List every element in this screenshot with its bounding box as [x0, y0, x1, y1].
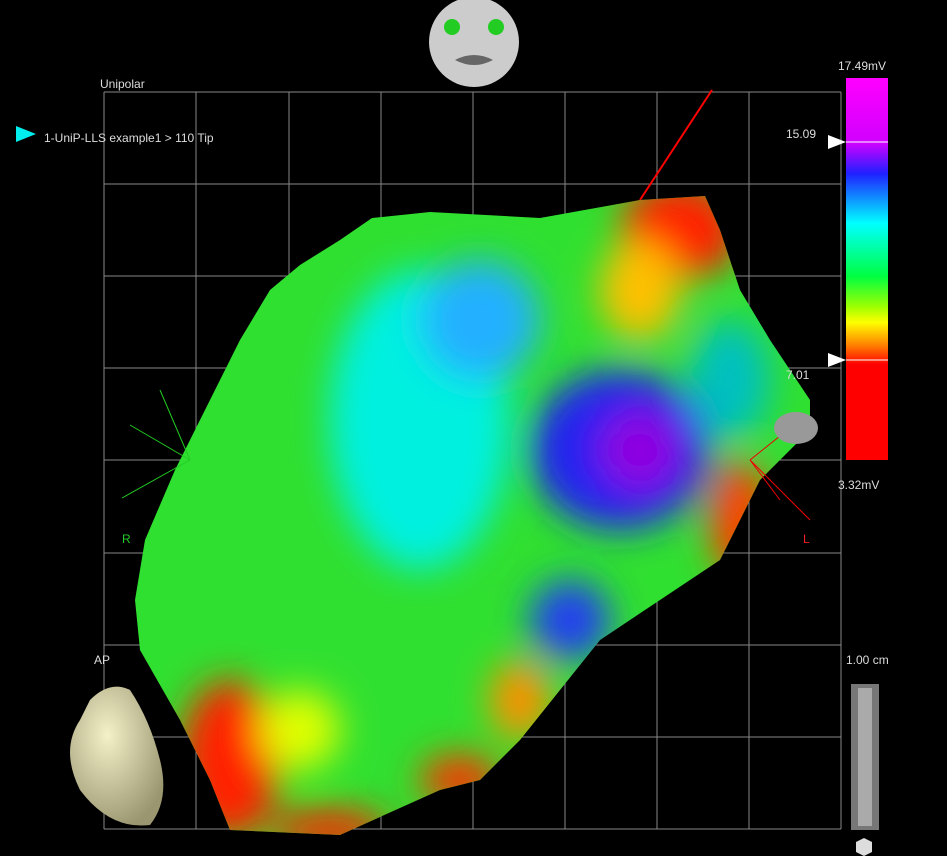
- catheter-line: [639, 89, 713, 201]
- color-scale: [846, 78, 888, 460]
- upper-arrow[interactable]: [828, 135, 846, 149]
- right-label: R: [122, 532, 131, 546]
- scale-min: 3.32mV: [838, 478, 879, 492]
- heart-icon: [70, 686, 164, 826]
- scale-lower: 7.01: [786, 368, 810, 382]
- scale-upper: 15.09: [786, 127, 816, 141]
- scale-markers: [846, 141, 888, 361]
- scale-max: 17.49mV: [838, 59, 886, 73]
- scale-bar-label: 1.00 cm: [846, 653, 889, 667]
- catheter-tip: [774, 412, 818, 444]
- scale-bar: [851, 684, 879, 856]
- map-label[interactable]: 1-UniP-LLS example1 > 110 Tip: [44, 131, 214, 145]
- lower-arrow[interactable]: [828, 353, 846, 367]
- anatomy-map: [135, 196, 810, 835]
- left-label: L: [803, 532, 810, 546]
- face-icon: [429, 0, 519, 87]
- map-marker[interactable]: [16, 126, 36, 142]
- orientation-lines: [121, 389, 811, 521]
- view-label: AP: [94, 653, 110, 667]
- panel-title: Unipolar: [100, 77, 145, 91]
